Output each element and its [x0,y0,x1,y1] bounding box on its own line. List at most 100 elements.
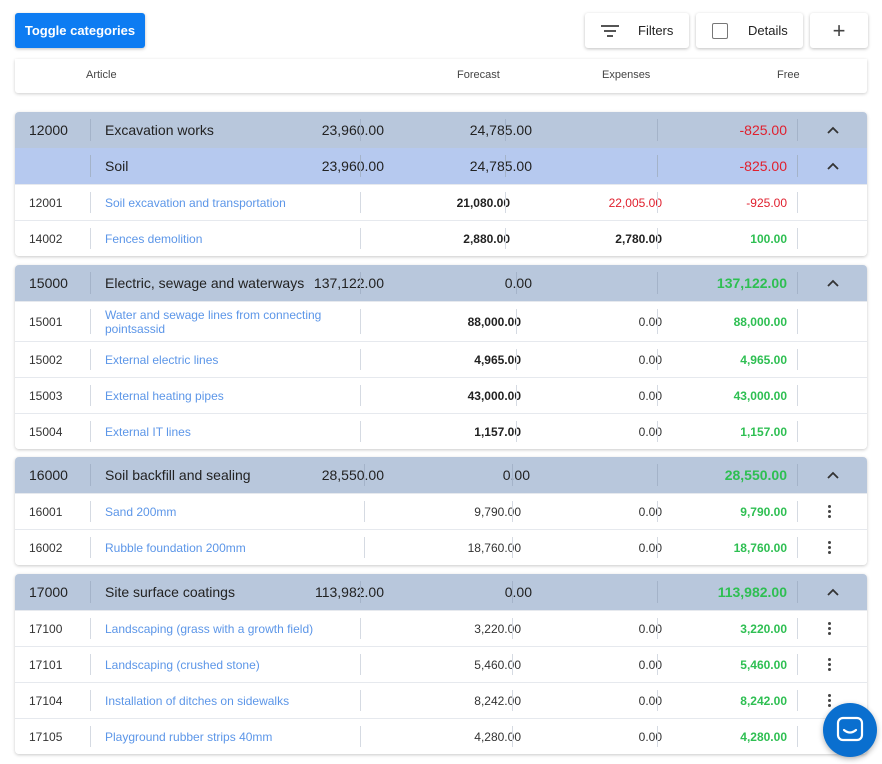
column-divider [90,119,91,141]
item-expenses: 0.00 [638,352,662,367]
column-divider [90,537,91,558]
column-divider [657,155,658,177]
item-forecast: 2,880.00 [463,231,510,246]
column-divider [797,228,798,249]
more-vertical-icon[interactable] [825,683,833,718]
table-row: 17105 Playground rubber strips 40mm 4,280.… [15,718,867,754]
item-forecast: 9,790.00 [474,504,521,519]
item-forecast: 4,965.00 [474,352,521,367]
chevron-up-icon[interactable] [825,148,841,184]
column-divider [512,581,513,603]
item-free: 100.00 [750,231,787,246]
item-link[interactable]: Rubble foundation 200mm [105,540,246,555]
column-divider [505,119,506,141]
category-free: -825.00 [739,122,787,138]
subcategory-forecast: 23,960.00 [321,158,384,174]
column-divider [797,119,798,141]
column-divider [360,119,361,141]
item-link[interactable]: Water and sewage lines from connecting p… [105,307,322,336]
item-link[interactable]: External IT lines [105,424,191,439]
more-vertical-icon[interactable] [825,494,833,529]
table-row: 17101 Landscaping (crushed stone) 5,460.00… [15,646,867,682]
table-row: 14002 Fences demolition 2,880.00 2,780.00 10… [15,220,867,256]
subcategory-row[interactable]: Soil 23,960.00 24,785.00 -825.00 [15,148,867,184]
item-expenses: 0.00 [638,504,662,519]
column-divider [90,192,91,213]
column-divider [516,385,517,406]
category-row[interactable]: 17000 Site surface coatings 113,982.00 0.00… [15,574,867,610]
chevron-up-icon[interactable] [825,265,841,301]
item-link[interactable]: External heating pipes [105,388,224,403]
category-free: 113,982.00 [717,584,787,600]
column-header-expenses[interactable]: Expenses [602,69,651,81]
item-link[interactable]: Fences demolition [105,231,203,246]
add-button[interactable]: + [810,13,868,48]
table-row: 12001 Soil excavation and transportation 2… [15,184,867,220]
item-code: 15003 [29,388,63,403]
table-header: Article Forecast Expenses Free [15,59,867,93]
item-link[interactable]: External electric lines [105,352,219,367]
category-expenses: 0.00 [504,584,532,600]
toggle-categories-button[interactable]: Toggle categories [15,13,145,48]
item-code: 15004 [29,424,63,439]
chevron-up-icon[interactable] [825,574,841,610]
category-code: 15000 [29,275,68,291]
item-free: 4,965.00 [740,352,787,367]
column-divider [512,537,513,558]
more-vertical-icon[interactable] [825,530,833,565]
column-divider [512,654,513,675]
checkbox-icon[interactable] [712,22,728,39]
item-forecast: 18,760.00 [467,540,521,555]
item-free: 43,000.00 [733,388,787,403]
column-divider [657,309,658,334]
column-divider [360,654,361,675]
item-code: 17104 [29,693,63,708]
item-expenses: 0.00 [638,540,662,555]
table-row: 15002 External electric lines 4,965.00 0.00… [15,341,867,377]
item-code: 14002 [29,231,63,246]
plus-icon: + [832,17,846,43]
column-divider [360,272,361,294]
column-divider [657,654,658,675]
details-toggle[interactable]: Details [696,13,803,48]
column-divider [797,272,798,294]
category-row[interactable]: 12000 Excavation works 23,960.00 24,785.00 -… [15,112,867,148]
column-divider [657,464,658,486]
item-link[interactable]: Soil excavation and transportation [105,195,286,210]
column-header-free[interactable]: Free [777,69,800,81]
item-expenses: 0.00 [638,388,662,403]
chat-button[interactable] [823,703,877,757]
item-link[interactable]: Installation of ditches on sidewalks [105,693,290,708]
column-divider [360,726,361,747]
column-divider [90,690,91,711]
category-name: Electric, sewage and waterways [105,275,305,291]
column-divider [657,192,658,213]
column-divider [360,618,361,639]
column-divider [90,309,91,334]
item-forecast: 43,000.00 [467,388,521,403]
more-vertical-icon[interactable] [825,611,833,646]
column-divider [360,385,361,406]
category-forecast: 28,550.00 [321,467,384,483]
category-row[interactable]: 15000 Electric, sewage and waterways 137,1… [15,265,867,301]
item-link[interactable]: Landscaping (crushed stone) [105,657,260,672]
item-expenses: 0.00 [638,424,662,439]
chat-icon [836,716,864,742]
column-divider [90,155,91,177]
item-free: 88,000.00 [733,314,787,329]
item-free: 9,790.00 [740,504,787,519]
column-header-forecast[interactable]: Forecast [457,69,500,81]
category-row[interactable]: 16000 Soil backfill and sealing 28,550.00 0… [15,457,867,493]
chevron-up-icon[interactable] [825,112,841,148]
item-free: 1,157.00 [740,424,787,439]
item-link[interactable]: Sand 200mm [105,504,177,519]
filters-button[interactable]: Filters [585,13,689,48]
item-code: 15002 [29,352,63,367]
more-vertical-icon[interactable] [825,647,833,682]
item-link[interactable]: Landscaping (grass with a growth field) [105,621,314,636]
column-header-article[interactable]: Article [86,69,117,81]
chevron-up-icon[interactable] [825,457,841,493]
item-link[interactable]: Playground rubber strips 40mm [105,729,273,744]
category-card: 16000 Soil backfill and sealing 28,550.00 0… [15,457,867,565]
item-code: 12001 [29,195,63,210]
